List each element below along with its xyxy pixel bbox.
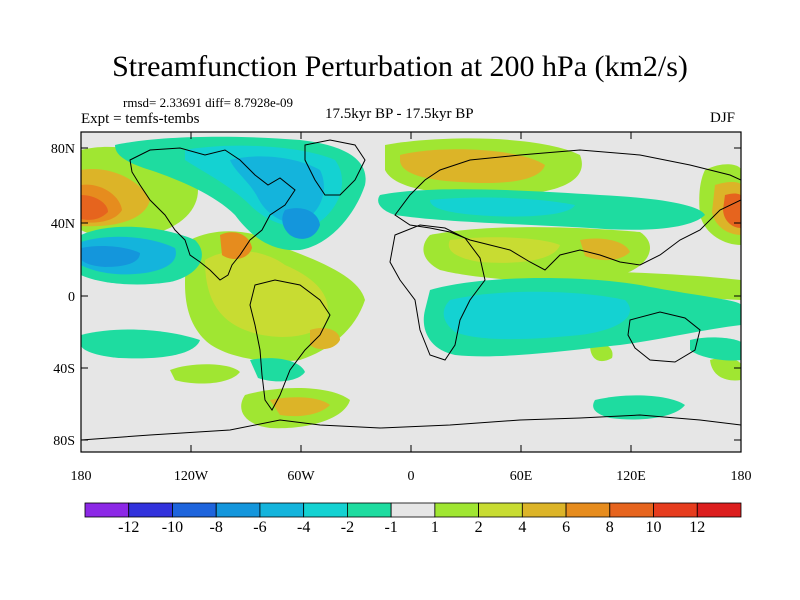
stats-text: rmsd= 2.33691 diff= 8.7928e-09 [123, 95, 294, 110]
colorbar: -12 -10 -8 -6 -4 -2 -1 1 2 4 6 8 10 12 [84, 502, 742, 536]
colorbar-swatch [521, 502, 567, 518]
colorbar-swatch [696, 502, 742, 518]
colorbar-swatch [565, 502, 611, 518]
streamfunction-field [81, 132, 741, 452]
lon-label-180e: 180 [731, 469, 752, 484]
colorbar-swatch [303, 502, 348, 518]
period-label: 17.5kyr BP - 17.5kyr BP [325, 106, 474, 122]
colorbar-swatch [478, 502, 523, 518]
colorbar-swatch [128, 502, 173, 518]
lon-label-0: 0 [408, 469, 415, 484]
lat-label-40n: 40N [51, 217, 75, 232]
lon-label-120e: 120E [616, 469, 646, 484]
lat-label-80n: 80N [51, 142, 75, 157]
lat-label-80s: 80S [53, 434, 75, 449]
lon-label-60w: 60W [287, 469, 315, 484]
colorbar-swatch [653, 502, 698, 518]
colorbar-label: 4 [518, 519, 526, 536]
colorbar-label: 10 [646, 519, 662, 536]
colorbar-swatch [609, 502, 654, 518]
lon-label-60e: 60E [510, 469, 533, 484]
colorbar-label: 2 [475, 519, 483, 536]
lon-label-180w: 180 [71, 469, 92, 484]
coastlines [81, 139, 741, 441]
colorbar-swatch [84, 502, 130, 518]
season-label: DJF [710, 110, 736, 126]
colorbar-swatch [172, 502, 217, 518]
map-title: Streamfunction Perturbation at 200 hPa (… [112, 50, 688, 83]
lon-ticks [190, 132, 632, 452]
experiment-label: Expt = temfs-tembs [81, 111, 200, 127]
lat-label-0: 0 [68, 290, 75, 305]
colorbar-label: 6 [562, 519, 570, 536]
lat-label-40s: 40S [53, 362, 75, 377]
colorbar-swatch [390, 502, 436, 518]
colorbar-swatch [259, 502, 305, 518]
colorbar-swatch [215, 502, 261, 518]
colorbar-label: -10 [162, 519, 183, 536]
colorbar-label: -6 [253, 519, 266, 536]
colorbar-label: -8 [210, 519, 223, 536]
lon-label-120w: 120W [174, 469, 209, 484]
colorbar-swatch [346, 502, 392, 518]
colorbar-label: 12 [689, 519, 705, 536]
colorbar-label: -12 [118, 519, 139, 536]
colorbar-label: -4 [297, 519, 310, 536]
colorbar-label: -1 [384, 519, 397, 536]
colorbar-label: 8 [606, 519, 614, 536]
colorbar-label: 1 [431, 519, 439, 536]
colorbar-label: -2 [341, 519, 354, 536]
colorbar-swatch [434, 502, 480, 518]
lat-ticks [81, 147, 741, 441]
